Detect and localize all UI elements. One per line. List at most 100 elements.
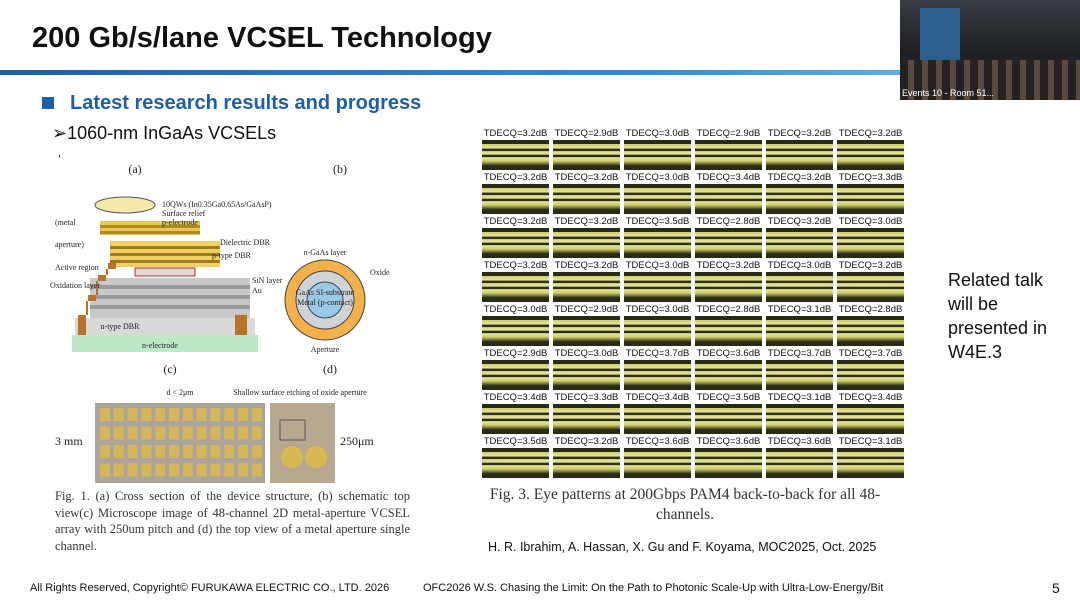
eye-cell: TDECQ=3.2dB [693, 259, 764, 303]
vcsel-pad [169, 445, 179, 458]
eye-cell: TDECQ=2.9dB [480, 347, 551, 391]
tdecq-label: TDECQ=2.9dB [696, 128, 761, 139]
eye-diagram [624, 184, 691, 214]
eye-diagram [766, 404, 833, 434]
eye-cell: TDECQ=3.1dB [764, 391, 835, 435]
eye-diagram [837, 404, 904, 434]
tdecq-label: TDECQ=3.2dB [767, 172, 832, 183]
vcsel-pad [113, 463, 124, 477]
eye-cell: TDECQ=2.8dB [693, 303, 764, 347]
tdecq-label: TDECQ=3.6dB [696, 348, 761, 359]
eye-diagram [482, 140, 549, 170]
eye-diagram [766, 140, 833, 170]
eye-cell: TDECQ=3.2dB [764, 215, 835, 259]
figure-label: Aperture [311, 345, 340, 354]
dbr-stripe [110, 253, 220, 256]
eye-cell: TDECQ=3.3dB [835, 171, 906, 215]
figure-label: (b) [333, 162, 347, 176]
related-talk: Related talk will be presented in W4E.3 [948, 270, 1048, 362]
figure-label: Oxide [370, 268, 390, 277]
figure-label: n-type DBR [101, 322, 141, 331]
vcsel-pad [127, 426, 138, 440]
figure-label: Surface relief [162, 209, 206, 218]
eye-cell: TDECQ=3.2dB [764, 127, 835, 171]
eye-diagram [624, 448, 691, 478]
vcsel-pad [210, 445, 221, 458]
cross-section [72, 196, 366, 483]
figure-label: SiN layer [252, 276, 283, 285]
eye-diagram [766, 228, 833, 258]
vcsel-pad [155, 426, 166, 440]
eye-cell: TDECQ=3.0dB [835, 215, 906, 259]
vcsel-pad [155, 463, 166, 477]
figure-label: d < 2μm [166, 388, 194, 397]
eye-cell: TDECQ=3.2dB [551, 435, 622, 479]
tdecq-label: TDECQ=3.1dB [838, 436, 903, 447]
tdecq-label: TDECQ=3.7dB [838, 348, 903, 359]
vcsel-pad [182, 463, 193, 477]
vcsel-pad [224, 445, 235, 458]
dbr-stripe [90, 285, 250, 289]
eye-cell: TDECQ=3.3dB [551, 391, 622, 435]
vcsel-pad [210, 463, 221, 477]
tdecq-label: TDECQ=3.0dB [554, 348, 619, 359]
bullet-text: Latest research results and progress [70, 92, 422, 114]
tdecq-label: TDECQ=3.6dB [625, 436, 690, 447]
eye-cell: TDECQ=3.5dB [480, 435, 551, 479]
tdecq-label: TDECQ=3.1dB [767, 392, 832, 403]
eye-diagram [624, 140, 691, 170]
eye-cell: TDECQ=2.8dB [835, 303, 906, 347]
tdecq-label: TDECQ=3.2dB [767, 216, 832, 227]
eye-diagram [553, 404, 620, 434]
eye-diagram [695, 140, 762, 170]
tdecq-label: TDECQ=3.2dB [483, 172, 548, 183]
figure-label: Oxidation layer [50, 281, 100, 290]
figure-label: Active region [55, 263, 99, 272]
figure-1-caption: Fig. 1. (a) Cross section of the device … [55, 489, 410, 553]
slide-title: 200 Gb/s/lane VCSEL Technology [32, 22, 492, 54]
eye-cell: TDECQ=3.7dB [764, 347, 835, 391]
figure-label: Metal (p-contact) [297, 298, 353, 307]
eye-diagram [482, 404, 549, 434]
bullet-marker [42, 97, 54, 109]
vcsel-pad [196, 408, 207, 421]
tdecq-label: TDECQ=3.4dB [696, 172, 761, 183]
eye-diagram [624, 404, 691, 434]
eye-diagram [553, 140, 620, 170]
eye-diagram [624, 316, 691, 346]
vcsel-pad [182, 445, 193, 458]
figure-label: Au [252, 286, 262, 295]
eye-diagram [482, 448, 549, 478]
eye-diagram [482, 228, 549, 258]
vcsel-pad [141, 408, 152, 421]
tdecq-label: TDECQ=3.2dB [483, 216, 548, 227]
n-gaas [75, 318, 255, 335]
eye-cell: TDECQ=2.9dB [551, 127, 622, 171]
vcsel-pad [127, 463, 138, 477]
figure-3-caption: Fig. 3. Eye patterns at 200Gbps PAM4 bac… [489, 486, 881, 523]
eye-diagram [695, 228, 762, 258]
vcsel-pad [100, 445, 110, 458]
tdecq-label: TDECQ=3.2dB [483, 128, 548, 139]
eye-diagram [837, 360, 904, 390]
audience [900, 60, 1080, 100]
vcsel-pad [113, 408, 124, 421]
vcsel-pad [141, 445, 152, 458]
vcsel-pad [238, 463, 248, 477]
n-electrode-pad [235, 315, 247, 335]
eye-diagram [766, 272, 833, 302]
tdecq-label: TDECQ=2.9dB [554, 128, 619, 139]
eye-diagram [482, 360, 549, 390]
tdecq-label: TDECQ=3.2dB [554, 216, 619, 227]
eye-cell: TDECQ=3.2dB [480, 171, 551, 215]
eye-cell: TDECQ=3.7dB [622, 347, 693, 391]
footer-copyright: All Rights Reserved, Copyright© FURUKAWA… [30, 582, 390, 594]
vcsel-pad [182, 426, 193, 440]
tdecq-label: TDECQ=3.2dB [483, 260, 548, 271]
vcsel-pad [182, 408, 193, 421]
footer-event: OFC2026 W.S. Chasing the Limit: On the P… [423, 582, 884, 594]
eye-cell: TDECQ=2.9dB [693, 127, 764, 171]
mesa [279, 419, 306, 441]
tdecq-label: TDECQ=3.0dB [625, 172, 690, 183]
